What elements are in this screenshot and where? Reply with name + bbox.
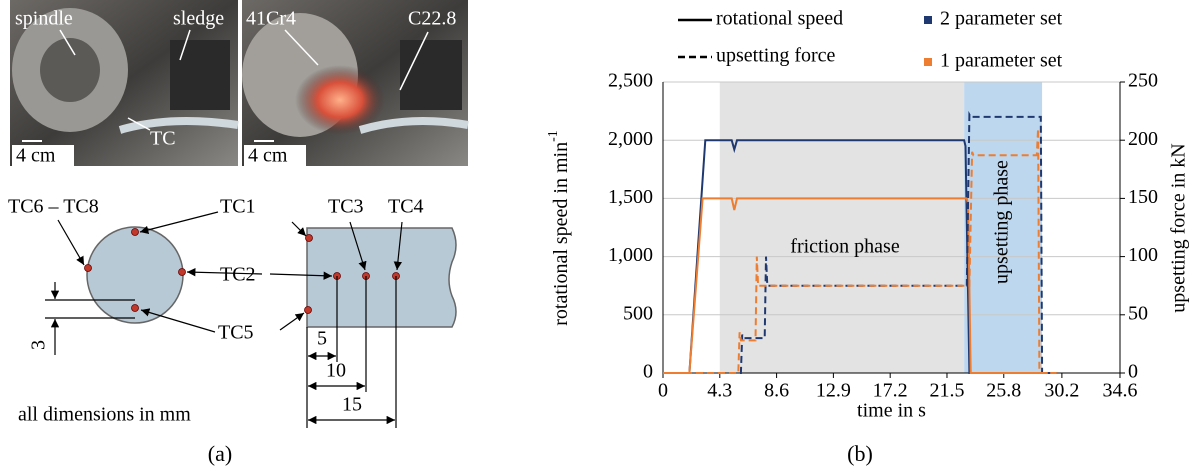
chart: 0 500 1,000 1,500 2,000 2,500 0 50 100 150 200 250 0… bbox=[546, 8, 1189, 466]
y-tick-label: 500 bbox=[623, 302, 653, 324]
dimension-label: 3 bbox=[28, 340, 50, 350]
y-tick-label: 2,000 bbox=[608, 128, 653, 150]
scale-bar-label: 4 cm bbox=[248, 145, 288, 167]
photo-label: spindle bbox=[15, 8, 73, 30]
sensor-label: TC6 – TC8 bbox=[8, 196, 99, 218]
photo-2 bbox=[242, 0, 469, 166]
series-line bbox=[663, 128, 1057, 374]
dimension-label: 15 bbox=[342, 394, 362, 416]
y-tick-label: 1,500 bbox=[608, 186, 653, 208]
legend-swatch bbox=[924, 16, 932, 24]
phase-region bbox=[964, 82, 1043, 373]
y-tick-label: 1,000 bbox=[608, 244, 653, 266]
caption: (a) bbox=[208, 441, 232, 466]
y-axis-title-main: rotational speed in min bbox=[550, 142, 572, 326]
legend-swatch bbox=[924, 58, 932, 66]
y2-tick-label: 50 bbox=[1128, 302, 1148, 324]
photo-1 bbox=[10, 0, 239, 166]
y2-tick-label: 200 bbox=[1128, 128, 1158, 150]
y2-tick-label: 0 bbox=[1128, 361, 1138, 383]
x-tick-label: 12.9 bbox=[816, 380, 851, 402]
photo-label: TC bbox=[150, 128, 176, 150]
photo-label: 41Cr4 bbox=[246, 8, 296, 30]
y-axis-title-sup: -1 bbox=[546, 130, 561, 142]
sensor-label: TC2 bbox=[220, 264, 256, 286]
sensor-label: TC4 bbox=[388, 196, 424, 218]
scale-bar-label: 4 cm bbox=[16, 145, 56, 167]
x-tick-label: 34.6 bbox=[1103, 380, 1138, 402]
y2-axis-title: upsetting force in kN bbox=[1168, 143, 1190, 312]
y-tick-label: 2,500 bbox=[608, 70, 653, 92]
leader-lines bbox=[45, 211, 403, 428]
legend-label: rotational speed bbox=[716, 8, 843, 30]
dimension-label: 10 bbox=[326, 360, 346, 382]
y2-tick-label: 150 bbox=[1128, 186, 1158, 208]
y-axis-title: rotational speed in min-1 bbox=[546, 130, 571, 326]
x-tick-label: 25.8 bbox=[986, 380, 1021, 402]
x-tick-label: 30.2 bbox=[1044, 380, 1079, 402]
sensor-points bbox=[84, 228, 400, 314]
legend-label: 2 parameter set bbox=[940, 8, 1063, 30]
specimen-bar bbox=[306, 227, 457, 328]
series-line bbox=[663, 110, 1057, 374]
dimension-label: 5 bbox=[317, 328, 327, 350]
phase-region bbox=[719, 82, 965, 373]
x-tick-label: 4.3 bbox=[707, 380, 732, 402]
sensor-label: TC1 bbox=[220, 196, 256, 218]
sensor-label: TC3 bbox=[328, 196, 364, 218]
y2-tick-label: 100 bbox=[1128, 244, 1158, 266]
sensor-label: TC5 bbox=[218, 322, 254, 344]
x-tick-label: 0 bbox=[658, 380, 668, 402]
phase-label: upsetting phase bbox=[991, 160, 1013, 284]
caption: (b) bbox=[847, 441, 873, 466]
legend-label: upsetting force bbox=[716, 45, 836, 67]
photo-label: C22.8 bbox=[408, 8, 456, 30]
x-tick-label: 17.2 bbox=[873, 380, 908, 402]
phase-label: friction phase bbox=[790, 236, 900, 258]
note: all dimensions in mm bbox=[18, 404, 191, 426]
y-tick-label: 0 bbox=[643, 361, 653, 383]
x-axis-title: time in s bbox=[857, 400, 926, 422]
x-tick-label: 21.5 bbox=[929, 380, 964, 402]
photo-label: sledge bbox=[173, 8, 224, 30]
legend-label: 1 parameter set bbox=[940, 50, 1063, 72]
y2-tick-label: 250 bbox=[1128, 70, 1158, 92]
x-tick-label: 8.6 bbox=[764, 380, 789, 402]
series-line bbox=[663, 197, 1057, 374]
